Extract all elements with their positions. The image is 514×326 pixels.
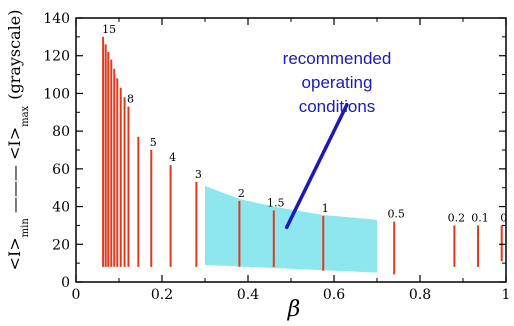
bar-label-11: 4	[169, 151, 176, 164]
y-tick-label-4: 80	[52, 124, 70, 140]
bar-label-17: 0.2	[448, 211, 466, 224]
x-tick-label-3: 0.6	[323, 287, 345, 303]
y-tick-label-5: 100	[43, 86, 70, 102]
bar-label-18: 0.1	[471, 211, 489, 224]
bar-label-0: 15	[102, 23, 116, 36]
y-tick-label-7: 140	[43, 11, 70, 27]
y-label-unit: (grayscale)	[5, 10, 24, 100]
x-tick-label-1: 0.2	[151, 287, 173, 303]
annotation-arrow	[284, 102, 349, 230]
bar-label-14: 1.5	[267, 196, 285, 209]
y-tick-label-0: 0	[61, 275, 70, 291]
bar-label-16: 0.5	[387, 208, 405, 221]
bar-label-15: 1	[322, 202, 329, 215]
x-axis-label: β	[287, 297, 301, 321]
annotation-line-3: conditions	[299, 97, 376, 116]
bar-label-19: 0	[500, 211, 507, 224]
x-tick-label-4: 0.8	[409, 287, 431, 303]
bar-label-12: 3	[195, 168, 202, 181]
annotation-line-1: recommended	[283, 49, 392, 68]
annotation-line-2: operating	[302, 73, 373, 92]
y-label-left-sub: min	[20, 218, 31, 238]
y-label-right-sub: max	[20, 105, 31, 126]
y-label-right: <I>	[5, 127, 24, 160]
y-tick-label-2: 40	[52, 200, 70, 216]
x-tick-label-5: 1	[502, 287, 511, 303]
x-tick-label-0: 0	[72, 287, 81, 303]
x-tick-label-2: 0.4	[237, 287, 259, 303]
y-tick-label-3: 60	[52, 162, 70, 178]
y-label-dash: ———	[5, 160, 24, 218]
bar-label-8: 8	[127, 93, 134, 106]
annotation-layer: recommended operating conditions	[283, 49, 392, 230]
region-layer	[205, 185, 377, 273]
y-label-left: <I>	[5, 237, 24, 270]
recommended-region	[205, 185, 377, 273]
y-axis-label: <I>min ——— <I>max(grayscale)	[5, 10, 31, 271]
bar-label-10: 5	[150, 136, 157, 149]
y-tick-label-6: 120	[43, 49, 70, 65]
bars-layer: 15 8 54 3 2 1.5 1 0.5 0.2 0.1 0	[102, 23, 507, 275]
y-tick-label-1: 20	[52, 237, 70, 253]
y-axis-label-text: <I>min ——— <I>max(grayscale)	[5, 10, 31, 271]
bar-label-13: 2	[238, 187, 245, 200]
